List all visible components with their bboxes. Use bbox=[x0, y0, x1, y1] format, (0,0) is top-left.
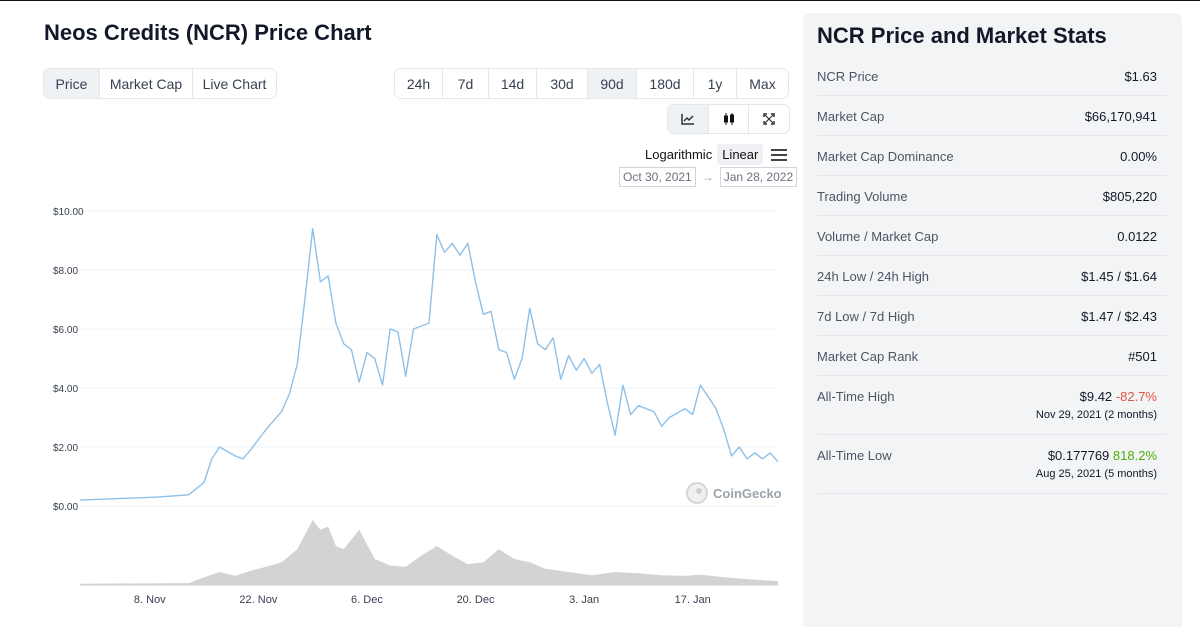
range-7d[interactable]: 7d bbox=[443, 69, 489, 98]
stat-label: Trading Volume bbox=[817, 189, 908, 204]
date-to-input[interactable]: Jan 28, 2022 bbox=[719, 167, 798, 187]
stat-value: #501 bbox=[1128, 349, 1157, 364]
range-1y[interactable]: 1y bbox=[694, 69, 737, 98]
stats-title: NCR Price and Market Stats bbox=[817, 23, 1107, 48]
line-chart-icon bbox=[681, 114, 694, 125]
y-tick-label: $6.00 bbox=[53, 325, 78, 336]
stat-row: Trading Volume $805,220 bbox=[817, 189, 1167, 216]
stat-value: $66,170,941 bbox=[1084, 109, 1157, 124]
x-tick-label: 17. Jan bbox=[675, 594, 711, 606]
stat-row: 7d Low / 7d High $1.47 / $2.43 bbox=[817, 309, 1167, 336]
ath-value: $9.42 bbox=[1079, 389, 1113, 404]
time-range-selector: 24h 7d 14d 30d 90d 180d 1y Max bbox=[394, 68, 789, 99]
stat-value: 0.00% bbox=[1120, 149, 1157, 164]
x-tick-label: 8. Nov bbox=[134, 594, 166, 606]
date-range: Oct 30, 2021 → Jan 28, 2022 bbox=[619, 167, 798, 187]
stat-label: Market Cap bbox=[817, 109, 885, 124]
x-tick-label: 20. Dec bbox=[457, 594, 495, 606]
x-tick-label: 6. Dec bbox=[351, 594, 383, 606]
stat-value: $1.47 / $2.43 bbox=[1081, 309, 1157, 324]
y-tick-label: $10.00 bbox=[53, 207, 84, 218]
tab-live-chart[interactable]: Live Chart bbox=[202, 75, 267, 92]
date-arrow: → bbox=[701, 170, 714, 184]
atl-date: Aug 25, 2021 (5 months) bbox=[1035, 468, 1157, 480]
scale-selector: Logarithmic Linear bbox=[640, 144, 788, 165]
ath-value-group: $9.42 -82.7% bbox=[1080, 389, 1157, 404]
range-24h[interactable]: 24h bbox=[395, 69, 443, 98]
fullscreen-icon bbox=[763, 113, 775, 125]
coingecko-watermark: CoinGecko bbox=[686, 482, 782, 504]
top-border bbox=[0, 0, 1200, 1]
stat-row-all-time-low: All-Time Low $0.177769 818.2% Aug 25, 20… bbox=[817, 448, 1167, 494]
stat-value: $805,220 bbox=[1102, 189, 1157, 204]
scale-logarithmic[interactable]: Logarithmic bbox=[645, 147, 713, 162]
atl-value: $0.177769 bbox=[1047, 448, 1110, 463]
stat-row: 24h Low / 24h High $1.45 / $1.64 bbox=[817, 269, 1167, 296]
page-title: Neos Credits (NCR) Price Chart bbox=[44, 20, 372, 45]
range-14d[interactable]: 14d bbox=[489, 69, 537, 98]
range-max[interactable]: Max bbox=[749, 75, 776, 92]
atl-change: 818.2% bbox=[1112, 448, 1157, 463]
range-180d[interactable]: 180d bbox=[637, 69, 694, 98]
x-tick-label: 3. Jan bbox=[569, 594, 599, 606]
stat-label: 24h Low / 24h High bbox=[817, 269, 930, 284]
scale-linear[interactable]: Linear bbox=[717, 144, 764, 165]
price-chart[interactable]: $0.00 $2.00 $4.00 $6.00 $8.00 $10.00 8. Nov 22.… bbox=[40, 195, 790, 615]
stat-label: Volume / Market Cap bbox=[817, 229, 939, 244]
ath-change: -82.7% bbox=[1115, 389, 1157, 404]
stat-label: All-Time Low bbox=[817, 448, 892, 463]
watermark-text: CoinGecko bbox=[713, 485, 782, 501]
coingecko-logo-icon bbox=[686, 482, 708, 504]
line-chart-button[interactable] bbox=[668, 105, 709, 133]
chart-tools bbox=[667, 104, 790, 134]
stats-panel: NCR Price and Market Stats NCR Price $1.… bbox=[803, 13, 1182, 627]
tab-market-cap[interactable]: Market Cap bbox=[100, 69, 193, 98]
stat-row: NCR Price $1.63 bbox=[817, 69, 1167, 96]
volume-area bbox=[80, 520, 778, 585]
y-tick-label: $2.00 bbox=[53, 443, 78, 454]
stat-label: Market Cap Rank bbox=[817, 349, 919, 364]
range-30d[interactable]: 30d bbox=[537, 69, 588, 98]
candlestick-button[interactable] bbox=[709, 105, 749, 133]
stat-label: All-Time High bbox=[817, 389, 895, 404]
x-tick-label: 22. Nov bbox=[239, 594, 277, 606]
chart-menu-icon[interactable] bbox=[771, 148, 788, 161]
stat-value: $1.63 bbox=[1124, 69, 1157, 84]
y-tick-label: $8.00 bbox=[53, 266, 78, 277]
stat-value: $1.45 / $1.64 bbox=[1081, 269, 1157, 284]
stat-row: Volume / Market Cap 0.0122 bbox=[817, 229, 1167, 256]
price-line bbox=[79, 228, 779, 501]
stat-row: Market Cap $66,170,941 bbox=[817, 109, 1167, 136]
stat-row: Market Cap Rank #501 bbox=[817, 349, 1167, 376]
candlestick-icon bbox=[723, 113, 734, 125]
stat-row: Market Cap Dominance 0.00% bbox=[817, 149, 1167, 176]
stat-label: Market Cap Dominance bbox=[817, 149, 954, 164]
atl-value-group: $0.177769 818.2% bbox=[1048, 448, 1157, 463]
ath-date: Nov 29, 2021 (2 months) bbox=[1035, 409, 1157, 421]
tab-price[interactable]: Price bbox=[44, 69, 100, 98]
y-tick-label: $0.00 bbox=[53, 502, 78, 513]
stat-label: 7d Low / 7d High bbox=[817, 309, 915, 324]
fullscreen-button[interactable] bbox=[749, 105, 789, 133]
date-from-input[interactable]: Oct 30, 2021 bbox=[619, 167, 696, 187]
range-90d[interactable]: 90d bbox=[588, 69, 637, 98]
stat-label: NCR Price bbox=[817, 69, 879, 84]
stat-row-all-time-high: All-Time High $9.42 -82.7% Nov 29, 2021 … bbox=[817, 389, 1167, 435]
y-tick-label: $4.00 bbox=[53, 384, 78, 395]
stat-value: 0.0122 bbox=[1117, 229, 1157, 244]
chart-type-tabs: Price Market Cap Live Chart bbox=[43, 68, 277, 99]
